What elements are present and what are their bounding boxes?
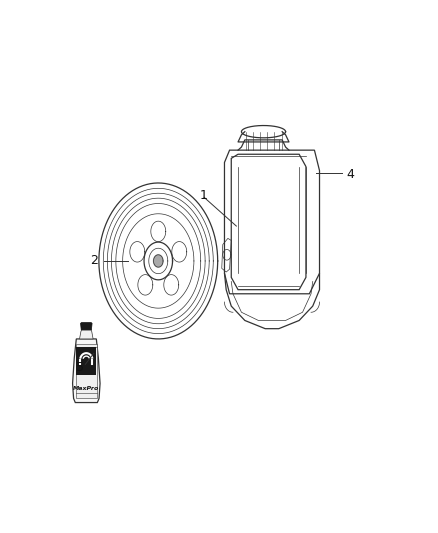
Polygon shape (80, 330, 93, 339)
Text: MaxPro: MaxPro (73, 386, 99, 391)
Polygon shape (81, 322, 92, 330)
Text: 1: 1 (200, 189, 208, 202)
Polygon shape (154, 255, 163, 267)
Bar (76, 347, 96, 375)
Text: 4: 4 (346, 168, 354, 181)
Polygon shape (73, 339, 100, 402)
Bar (76, 344, 97, 398)
Text: 5: 5 (76, 361, 84, 374)
Text: 2: 2 (90, 254, 98, 268)
